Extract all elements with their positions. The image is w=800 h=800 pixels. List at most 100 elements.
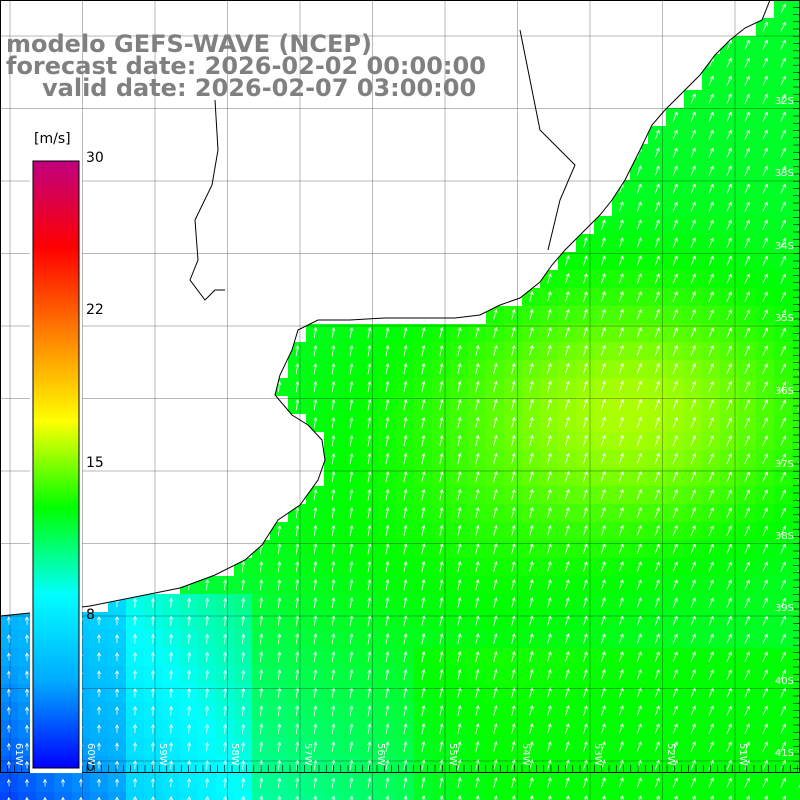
wind-arrow [96,706,102,715]
wind-arrow [780,543,786,554]
wind-arrow [511,326,516,339]
wind-arrow [672,525,678,537]
wind-arrow [708,255,714,266]
wind-arrow [728,795,732,800]
wind-arrow [654,291,660,303]
wind-arrow [187,615,192,626]
wind-arrow [726,507,732,519]
wind-arrow [403,723,408,735]
wind-arrow [403,741,408,753]
wind-arrow [654,255,660,267]
wind-arrow [708,543,714,554]
speed-cell [342,792,360,800]
wind-arrow [762,489,768,500]
wind-arrow [744,687,750,698]
wind-arrow [385,452,390,465]
wind-arrow [529,543,534,555]
wind-arrow [223,597,228,608]
speed-cell [90,792,108,800]
wind-arrow [600,705,606,717]
wind-arrow [780,237,786,248]
wind-arrow [690,633,696,644]
wind-arrow [169,741,174,752]
wind-arrow [403,795,408,800]
wind-arrow [708,489,714,501]
speed-cell [792,648,800,666]
wind-arrow [780,345,786,356]
wind-arrow [744,219,750,230]
wind-arrow [421,561,426,573]
wind-arrow [367,795,372,800]
wind-arrow [331,687,336,699]
speed-cell [198,792,216,800]
wind-arrow [421,380,426,393]
wind-arrow [133,741,138,752]
speed-cell [720,792,738,800]
wind-arrow [439,795,444,800]
wind-arrow [385,579,390,591]
speed-cell [648,792,666,800]
wind-arrow [636,651,642,663]
wind-arrow [654,147,660,158]
wind-arrow [762,777,768,788]
wind-arrow [690,453,696,465]
wind-arrow [475,579,480,591]
wind-arrow [744,741,750,752]
wind-arrow [475,705,480,717]
wind-arrow [349,471,354,483]
wind-arrow [637,795,642,800]
wind-arrow [493,470,498,483]
wind-arrow [618,434,624,447]
wind-arrow [564,543,570,555]
wind-arrow [187,597,192,608]
wind-arrow [564,525,570,537]
wind-arrow [331,525,336,537]
wind-arrow [654,219,660,230]
wind-arrow [744,561,750,572]
wind-arrow [636,561,642,573]
wind-arrow [259,561,264,573]
wind-arrow [349,651,354,663]
wind-arrow [385,795,390,800]
wind-arrow [403,327,408,339]
wind-arrow [744,165,750,176]
wind-arrow [547,633,552,645]
wind-arrow [762,525,768,536]
wind-arrow [277,723,282,734]
wind-arrow [762,507,768,518]
wind-arrow [133,705,138,716]
speed-cell [558,792,576,800]
wind-arrow [762,273,768,284]
wind-arrow [762,741,768,752]
wind-arrow [475,344,480,357]
speed-cell [792,432,800,450]
wind-arrow [457,777,462,789]
speed-cell [162,792,180,800]
wind-arrow [475,669,480,681]
wind-arrow [780,705,786,716]
wind-arrow [726,561,732,572]
wind-arrow [726,525,732,536]
wind-arrow [618,633,624,645]
wind-arrow [439,380,444,393]
wind-arrow [582,759,588,771]
speed-cell [630,792,648,800]
wind-arrow [582,434,588,447]
speed-cell [792,774,800,792]
wind-arrow [654,434,660,447]
wind-arrow [151,669,156,680]
wind-arrow [726,417,732,429]
wind-arrow [690,561,696,572]
wind-arrow [331,597,336,609]
wind-arrow [744,291,750,302]
speed-cell [792,720,800,738]
wind-arrow [223,777,228,788]
wind-arrow [600,741,606,753]
wind-arrow [151,759,156,770]
wind-arrow [133,597,138,608]
wind-arrow [582,525,588,537]
uruguay-border-line [189,99,225,301]
wind-arrow [762,651,768,662]
wind-arrow [205,633,210,644]
wind-arrow [780,363,786,375]
